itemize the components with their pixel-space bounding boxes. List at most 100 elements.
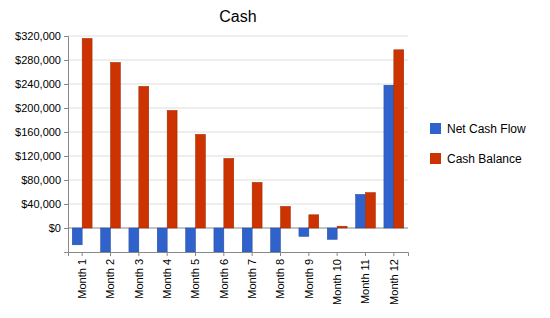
x-tick-label: Month 10 [331,259,343,305]
x-axis-line [69,253,409,257]
bar [394,50,404,228]
y-tick-label: $0 [49,222,61,234]
x-tick-mark [337,252,338,256]
title: Cash [219,8,256,25]
bar [281,206,291,228]
x-tick-label: Month 8 [274,259,286,299]
x-tick-label: Month 11 [359,259,371,304]
chart: $0$40,000$80,000$120,000$160,000$200,000… [0,0,550,318]
x-tick: Month 10 [331,252,343,305]
x-tick-mark [365,252,366,256]
legend-label: Cash Balance [447,152,522,166]
bar [299,228,309,236]
bar [327,228,337,239]
x-tick: Month 6 [218,252,230,299]
y-tick-label: $240,000 [15,78,61,90]
grid-line [68,60,408,61]
y-tick: $0 [49,222,68,234]
y-tick-label: $40,000 [21,198,61,210]
x-axis: Month 1 Month 2 Month 3 Month 4 Month 5 Month… [69,252,409,305]
x-tick: Month 3 [133,252,145,299]
bar [309,215,319,228]
y-tick: $80,000 [21,174,68,186]
y-tick: $120,000 [15,150,68,162]
y-axis: $0$40,000$80,000$120,000$160,000$200,000… [15,30,68,252]
legend-label: Net Cash Flow [447,122,526,136]
bar [82,38,92,228]
bar [356,194,366,228]
y-tick: $280,000 [15,54,68,66]
x-tick-label: Month 4 [161,259,173,299]
y-tick-mark [64,204,68,205]
x-tick-mark [195,252,196,256]
x-tick: Month 1 [76,252,88,299]
x-tick-mark [138,252,139,256]
bar [242,228,252,252]
bar [384,85,394,228]
x-tick-mark [82,252,83,256]
x-tick-label: Month 12 [388,259,400,305]
x-tick-label: Month 7 [246,259,258,299]
bar [196,134,206,228]
x-tick-mark [308,252,309,256]
y-tick-label: $280,000 [15,54,61,66]
x-tick-mark [110,252,111,256]
y-axis-line [64,37,69,253]
y-tick: $40,000 [21,198,68,210]
x-tick: Month 11 [359,252,371,304]
x-tick-label: Month 2 [104,259,116,299]
y-tick: $240,000 [15,78,68,90]
bar [337,226,347,228]
x-tick: Month 12 [388,252,400,305]
bar [111,62,121,228]
x-tick-mark [167,252,168,256]
bar [139,86,149,228]
y-tick-mark [64,36,68,37]
bar [129,228,139,252]
legend-swatch [430,123,441,134]
x-tick-mark [280,252,281,256]
x-tick-label: Month 3 [133,259,145,299]
y-tick-label: $80,000 [21,174,61,186]
bars [72,38,404,252]
x-tick: Month 8 [274,252,286,299]
y-tick-mark [64,156,68,157]
y-tick-mark [64,84,68,85]
x-tick-label: Month 5 [189,259,201,299]
x-tick: Month 2 [104,252,116,299]
x-tick: Month 5 [189,252,201,299]
x-tick: Month 4 [161,252,173,299]
x-tick-label: Month 6 [218,259,230,299]
x-tick-label: Month 1 [76,259,88,299]
x-tick-mark [252,252,253,256]
bar [186,228,196,252]
grid-line [68,36,408,37]
bar [101,228,111,252]
x-tick: Month 9 [303,252,315,299]
y-tick: $320,000 [15,30,68,42]
bar [167,110,177,228]
bar [72,228,82,245]
y-tick-mark [64,108,68,109]
x-tick-mark [223,252,224,256]
y-tick-mark [64,180,68,181]
x-tick: Month 7 [246,252,258,299]
legend: Net Cash Flow Cash Balance [430,122,526,166]
grid [68,36,408,228]
bar [366,193,376,228]
series [82,38,404,228]
plot: $0$40,000$80,000$120,000$160,000$200,000… [15,30,408,305]
bar [157,228,167,252]
x-tick-label: Month 9 [303,259,315,299]
y-tick-label: $120,000 [15,150,61,162]
bar [271,228,281,252]
legend-swatch [430,153,441,164]
y-tick-mark [64,228,68,229]
y-tick-label: $160,000 [15,126,61,138]
y-tick-mark [64,60,68,61]
bar [224,158,234,228]
y-tick-mark [64,132,68,133]
x-tick-mark [393,252,394,256]
bar [252,182,262,228]
y-tick: $160,000 [15,126,68,138]
